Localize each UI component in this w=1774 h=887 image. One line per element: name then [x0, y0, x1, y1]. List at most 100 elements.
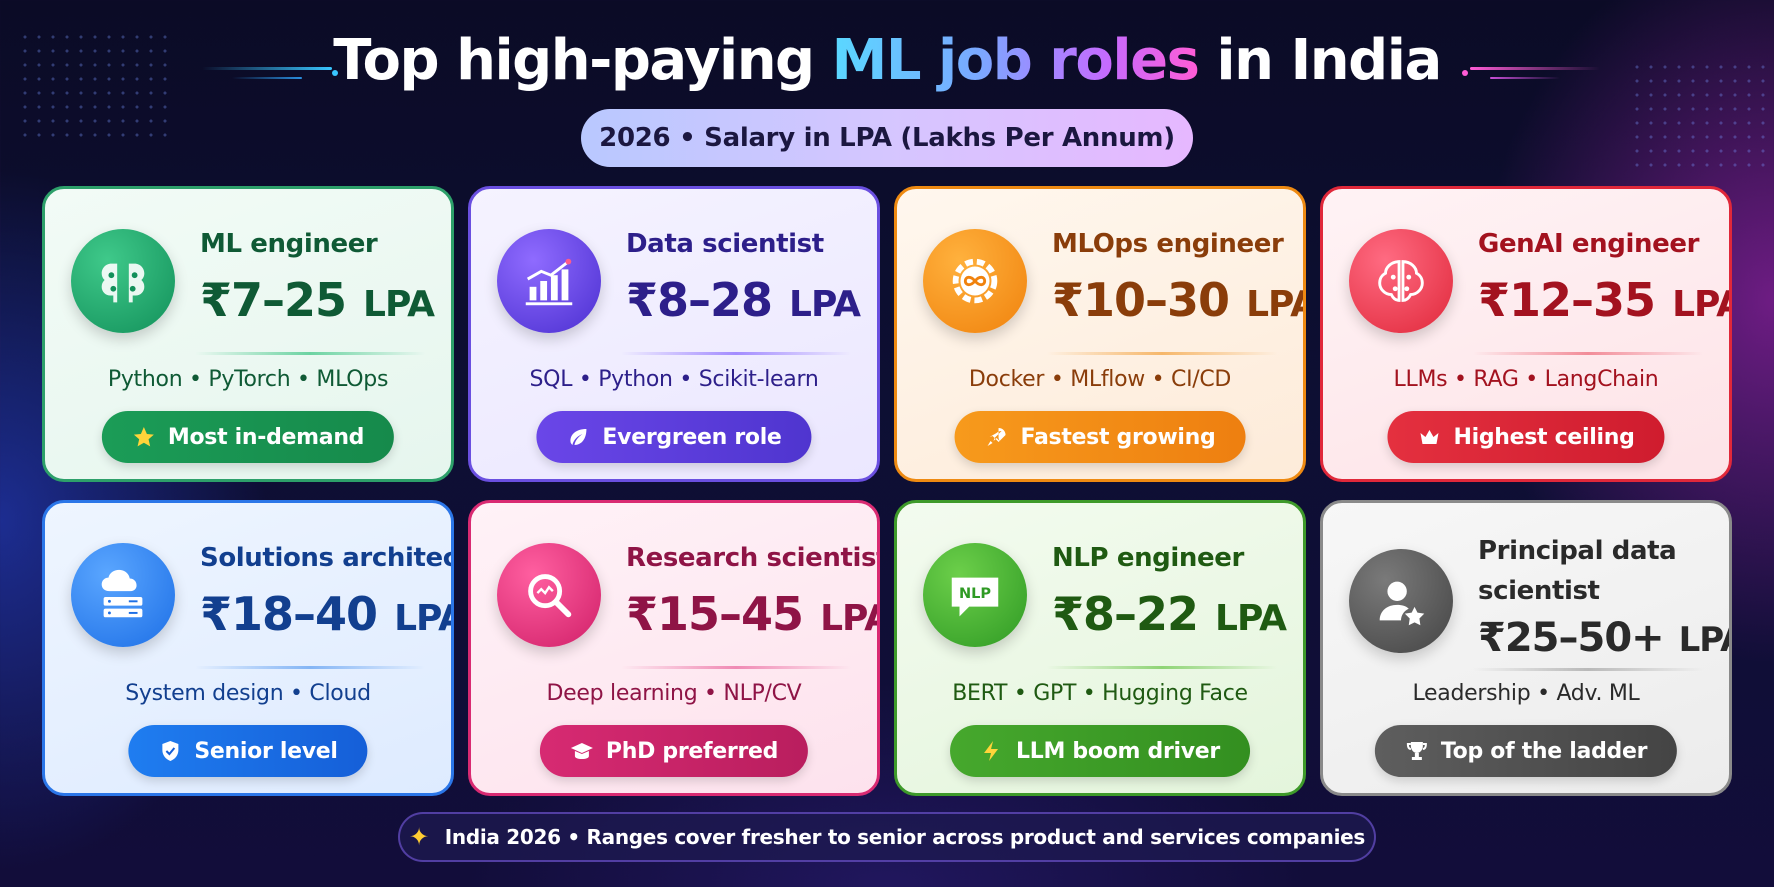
decorative-line	[202, 67, 332, 70]
salary-range: ₹25–50+ LPA	[1478, 615, 1729, 661]
divider	[1047, 352, 1277, 355]
role-title: MLOps engineer	[1052, 229, 1284, 259]
badge-label: Top of the ladder	[1440, 738, 1648, 764]
star-icon	[132, 425, 156, 449]
salary-unit: LPA	[789, 284, 861, 325]
salary-unit: LPA	[363, 284, 435, 325]
skills-list: Docker • MLflow • CI/CD	[968, 367, 1232, 392]
decorative-line	[1470, 67, 1600, 70]
rocket-icon	[985, 425, 1009, 449]
dot-pattern-left	[18, 30, 168, 140]
salary-range: ₹12–35 LPA	[1478, 273, 1729, 327]
decorative-dot	[1462, 70, 1468, 76]
badge-label: Senior level	[194, 738, 338, 764]
salary-range: ₹18–40 LPA	[200, 587, 451, 641]
salary-value: ₹8–28	[626, 273, 773, 327]
salary-value: ₹15–45	[626, 587, 804, 641]
divider	[1047, 666, 1277, 669]
title-highlight: ML job roles	[831, 28, 1200, 93]
page-title: Top high-paying ML job roles in India	[0, 28, 1774, 93]
salary-unit: LPA	[820, 598, 877, 639]
lightning-icon	[980, 739, 1004, 763]
salary-value: ₹18–40	[200, 587, 378, 641]
job-card: MLOps engineer ₹10–30 LPA Docker • MLflo…	[894, 186, 1306, 482]
subtitle-pill: 2026 • Salary in LPA (Lakhs Per Annum)	[581, 109, 1193, 167]
salary-range: ₹7–25 LPA	[200, 273, 435, 327]
skills-list: SQL • Python • Scikit-learn	[529, 367, 819, 392]
title-post: in India	[1198, 28, 1442, 93]
badge-label: Fastest growing	[1020, 424, 1216, 450]
salary-range: ₹15–45 LPA	[626, 587, 877, 641]
sparkle-icon: ✦	[408, 823, 429, 851]
badge-label: Most in-demand	[167, 424, 365, 450]
skills-list: LLMs • RAG • LangChain	[1393, 367, 1659, 392]
shield-icon	[158, 739, 182, 763]
role-badge: PhD preferred	[539, 725, 809, 777]
job-card: Principal data scientist ₹25–50+ LPA Lea…	[1320, 500, 1732, 796]
role-badge: LLM boom driver	[950, 725, 1250, 777]
bar-chart-icon	[497, 229, 601, 333]
skills-list: BERT • GPT • Hugging Face	[952, 681, 1248, 706]
salary-value: ₹10–30	[1052, 273, 1230, 327]
badge-label: Highest ceiling	[1453, 424, 1635, 450]
role-badge: Top of the ladder	[1374, 725, 1678, 777]
skills-list: Leadership • Adv. ML	[1412, 681, 1640, 706]
role-title: NLP engineer	[1052, 543, 1244, 573]
salary-range: ₹8–22 LPA	[1052, 587, 1287, 641]
skills-list: Deep learning • NLP/CV	[546, 681, 802, 706]
salary-unit: LPA	[1215, 598, 1287, 639]
role-title: Research scientist	[626, 543, 880, 573]
salary-range: ₹8–28 LPA	[626, 273, 861, 327]
divider	[1473, 352, 1703, 355]
divider	[195, 666, 425, 669]
brain-icon	[1349, 229, 1453, 333]
divider	[1473, 668, 1703, 671]
role-badge: Fastest growing	[954, 411, 1246, 463]
role-title: Solutions architect	[200, 543, 454, 573]
title-pre: Top high-paying	[333, 28, 832, 93]
trophy-icon	[1405, 739, 1429, 763]
badge-label: LLM boom driver	[1016, 738, 1220, 764]
job-card: Solutions architect ₹18–40 LPA System de…	[42, 500, 454, 796]
decorative-line	[232, 77, 302, 79]
salary-range: ₹10–30 LPA	[1052, 273, 1303, 327]
divider	[195, 352, 425, 355]
nlp-speech-bubble-icon: NLP	[923, 543, 1027, 647]
job-card: NLP NLP engineer ₹8–22 LPA BERT • GPT • …	[894, 500, 1306, 796]
gear-infinity-icon	[923, 229, 1027, 333]
role-badge: Evergreen role	[536, 411, 812, 463]
footer-note: ✦ India 2026 • Ranges cover fresher to s…	[398, 812, 1376, 862]
salary-value: ₹7–25	[200, 273, 347, 327]
decorative-dot	[332, 70, 338, 76]
job-card: ML engineer ₹7–25 LPA Python • PyTorch •…	[42, 186, 454, 482]
badge-label: PhD preferred	[605, 738, 779, 764]
leaf-icon	[566, 425, 590, 449]
skills-list: Python • PyTorch • MLOps	[107, 367, 389, 392]
role-badge: Most in-demand	[101, 411, 395, 463]
decorative-line	[1490, 77, 1560, 79]
svg-text:NLP: NLP	[959, 586, 991, 602]
graduation-cap-icon	[570, 739, 594, 763]
role-title: GenAI engineer	[1478, 229, 1699, 259]
salary-value: ₹25–50+	[1478, 615, 1665, 661]
user-star-icon	[1349, 549, 1453, 653]
salary-unit: LPA	[1678, 620, 1729, 660]
role-title: ML engineer	[200, 229, 378, 259]
crown-icon	[1417, 425, 1441, 449]
magnifier-icon	[497, 543, 601, 647]
brain-circuit-icon	[71, 229, 175, 333]
divider	[621, 352, 851, 355]
footer-text: India 2026 • Ranges cover fresher to sen…	[444, 825, 1366, 849]
salary-value: ₹12–35	[1478, 273, 1656, 327]
salary-unit: LPA	[1246, 284, 1303, 325]
dot-pattern-right	[1630, 60, 1774, 170]
job-card: GenAI engineer ₹12–35 LPA LLMs • RAG • L…	[1320, 186, 1732, 482]
salary-value: ₹8–22	[1052, 587, 1199, 641]
divider	[621, 666, 851, 669]
job-card: Research scientist ₹15–45 LPA Deep learn…	[468, 500, 880, 796]
role-badge: Senior level	[128, 725, 368, 777]
role-title: Principal data scientist	[1478, 536, 1677, 606]
title-wrap: Top high-paying ML job roles in India	[0, 28, 1774, 93]
cloud-server-icon	[71, 543, 175, 647]
salary-unit: LPA	[1672, 284, 1729, 325]
